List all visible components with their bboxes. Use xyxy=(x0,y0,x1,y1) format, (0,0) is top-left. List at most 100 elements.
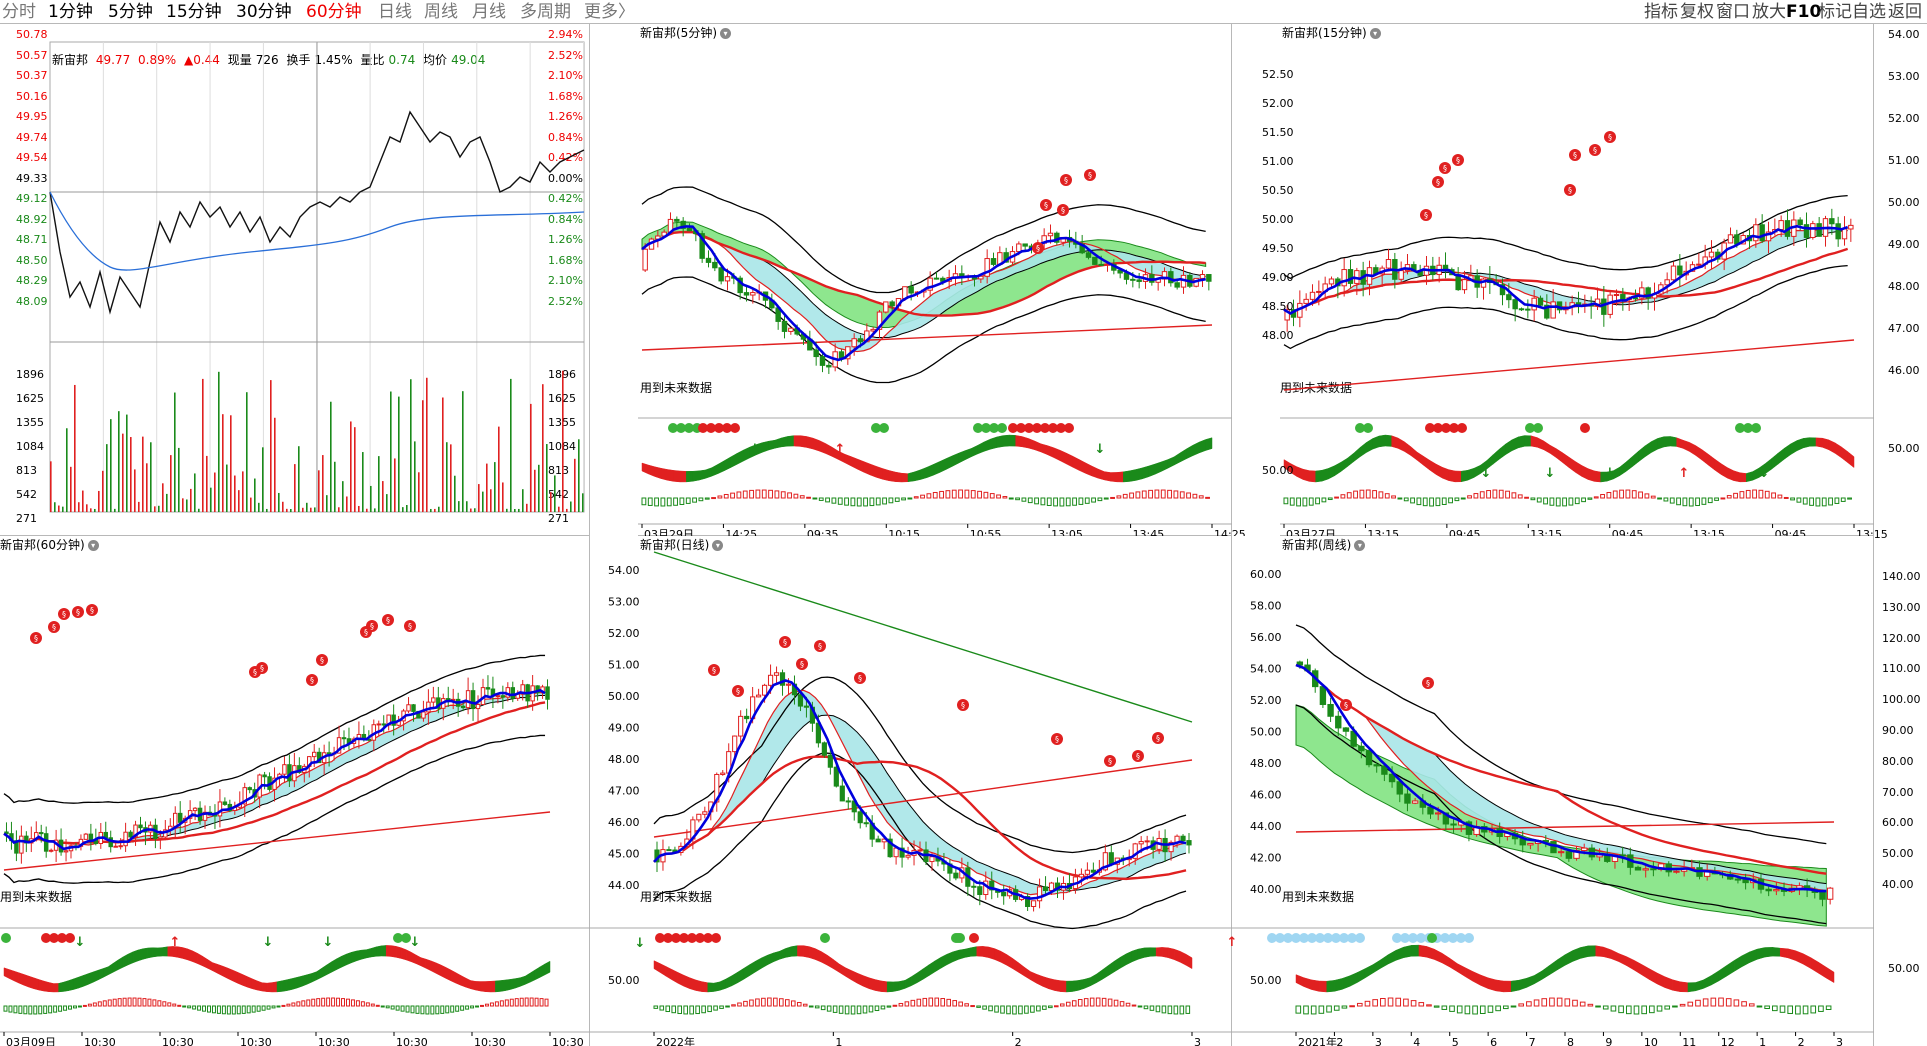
macd-ribbon xyxy=(212,962,218,974)
macd-bar xyxy=(1441,497,1447,505)
period-tab-fenshi[interactable]: 分时 xyxy=(2,2,36,22)
panel-60min-chart[interactable]: §§§ § §§ §§§§§§§↓ ↑ ↓ ↓ ↓03月09日 10:30 10:30 10:30 1… xyxy=(0,552,590,1046)
zoom-button[interactable]: 放大 xyxy=(1752,2,1786,22)
badge-dot-icon xyxy=(1355,933,1365,943)
panel-week[interactable]: 新宙邦(周线) ▾ 用到未来数据 § § ↑ 2021年 2 3 4 5 6 7 8 9 10 11 12 1 2… xyxy=(1227,536,1874,1046)
macd-bar xyxy=(940,998,946,1007)
macd-ribbon xyxy=(380,945,387,957)
macd-bar xyxy=(350,999,355,1007)
macd-ribbon xyxy=(281,979,288,992)
watchlist-button[interactable]: 自选 xyxy=(1852,2,1886,22)
macd-ribbon xyxy=(1464,967,1474,982)
f10-button[interactable]: F10 xyxy=(1786,2,1822,22)
volume-bar xyxy=(566,508,568,512)
chevron-down-icon[interactable]: ▾ xyxy=(1354,540,1366,551)
macd-ribbon xyxy=(1012,957,1019,973)
period-tab-60min[interactable]: 60分钟 xyxy=(306,2,362,22)
panel-15min-chart[interactable]: §§§§§§§§↓ ↓ ↓ ↑ ↓03月27日 13:15 09:45 13:15 09:45 1… xyxy=(1262,40,1888,541)
period-tab-day[interactable]: 日线 xyxy=(378,2,412,22)
period-tab-30min[interactable]: 30分钟 xyxy=(236,2,292,22)
macd-ribbon xyxy=(755,957,762,973)
chevron-down-icon[interactable]: ▾ xyxy=(87,540,99,551)
candle-body xyxy=(1765,231,1772,242)
badge-dot-icon xyxy=(951,933,961,943)
date-tick-label: 2022年 xyxy=(656,1035,695,1046)
macd-ribbon xyxy=(1364,964,1374,979)
volume-bar xyxy=(550,492,552,512)
panel-day[interactable]: 新宙邦(日线) ▾ 用到未来数据 § § § § § § § § § § § ↓ 2022年 1 2 3 54.0… xyxy=(590,536,1232,1046)
window-button[interactable]: 窗口 xyxy=(1716,2,1750,22)
period-tab-15min[interactable]: 15分钟 xyxy=(166,2,222,22)
macd-ribbon xyxy=(256,980,263,992)
candle-body xyxy=(1319,686,1327,705)
macd-ribbon xyxy=(862,975,870,990)
macd-bar xyxy=(1725,998,1732,1007)
macd-ribbon xyxy=(1066,452,1073,468)
macd-ribbon xyxy=(1518,977,1527,991)
period-tab-1min[interactable]: 1分钟 xyxy=(48,2,93,22)
panel-5min-chart[interactable]: §§§§§↓ ↑ ↓03月29日 14:25 09:35 10:15 10:55 13:05 1… xyxy=(638,40,1246,541)
macd-ribbon xyxy=(1395,946,1404,961)
macd-ribbon xyxy=(321,964,327,978)
candle-body xyxy=(1303,298,1309,304)
macd-bar xyxy=(1772,1005,1778,1012)
macd-ribbon xyxy=(1581,464,1589,480)
macd-bar xyxy=(1137,1005,1143,1008)
period-tab-more[interactable]: 更多〉 xyxy=(584,2,635,22)
macd-ribbon xyxy=(1372,959,1381,974)
signal-marker: § xyxy=(1084,169,1096,181)
panel-15min[interactable]: 新宙邦(15分钟) ▾ 用到未来数据 § § § § § § § § ↓ ↓ ↓ ↑ ↓ 03月27日 13:… xyxy=(1262,24,1888,541)
macd-ribbon xyxy=(1790,440,1798,456)
macd-ribbon xyxy=(28,975,35,990)
macd-ribbon xyxy=(1796,438,1804,452)
price-tick-label: 49.00 xyxy=(608,722,640,735)
adjust-button[interactable]: 复权 xyxy=(1680,2,1714,22)
macd-ribbon xyxy=(839,963,846,977)
macd-bar xyxy=(1042,1005,1047,1010)
candle-body xyxy=(1518,308,1525,311)
macd-bar xyxy=(1517,494,1523,499)
period-tab-5min[interactable]: 5分钟 xyxy=(108,2,153,22)
candle-body xyxy=(1778,220,1784,231)
macd-bar xyxy=(296,1001,301,1007)
candle-body xyxy=(1527,843,1534,846)
candle-body xyxy=(510,687,516,699)
indicator-button[interactable]: 指标 xyxy=(1644,2,1678,22)
macd-bar xyxy=(311,998,316,1007)
panel-5min[interactable]: 新宙邦(5分钟) ▾ 用到未来数据 § § § § § ↓ ↑ ↓ 03月29日 14:25 09:3… xyxy=(638,24,1246,541)
candle-body xyxy=(1696,263,1702,266)
period-tab-multi[interactable]: 多周期 xyxy=(520,2,571,22)
macd-ribbon xyxy=(958,450,966,464)
macd-ribbon xyxy=(63,980,69,992)
candle-body xyxy=(978,275,984,280)
candle-body xyxy=(381,723,386,726)
back-button[interactable]: 返回 xyxy=(1888,2,1922,22)
panel-day-chart[interactable]: §§§§§§§§§§§↓2022年 1 2 354.0053.0052.0051.00… xyxy=(590,551,1232,1046)
volume-bar xyxy=(418,472,420,512)
mark-button[interactable]: 标记 xyxy=(1818,2,1852,22)
macd-bar xyxy=(713,1005,718,1011)
candle-body xyxy=(953,872,959,879)
macd-bar xyxy=(749,489,754,499)
macd-ribbon xyxy=(1568,456,1576,473)
macd-bar xyxy=(48,1005,53,1014)
chevron-down-icon[interactable]: ▾ xyxy=(1369,28,1381,39)
signal-glyph: § xyxy=(408,622,412,631)
macd-bar xyxy=(1101,997,1107,1007)
macd-ribbon xyxy=(23,974,30,988)
period-tab-month[interactable]: 月线 xyxy=(472,2,506,22)
arrow-down-icon: ↓ xyxy=(635,936,646,951)
date-tick-label: 4 xyxy=(1413,1036,1420,1046)
chevron-down-icon[interactable]: ▾ xyxy=(712,540,724,551)
volume-bar xyxy=(554,475,556,512)
macd-bar xyxy=(1828,497,1833,506)
chevron-down-icon[interactable]: ▾ xyxy=(720,28,731,39)
intraday-chart[interactable] xyxy=(49,41,586,532)
panel-week-chart[interactable]: §§↑2021年 2 3 4 5 6 7 8 9 10 11 12 1 2 360.0058.0056.00… xyxy=(1227,552,1874,1046)
panel-60min[interactable]: 新宙邦(60分钟) ▾ 用到未来数据 § § § § § § § § § § § § § ↓ ↑ ↓ ↓ ↓ 03月0… xyxy=(0,536,590,1046)
candle-body xyxy=(857,811,863,824)
signal-dot-icon xyxy=(1439,162,1451,174)
candle-body xyxy=(19,835,24,854)
period-tab-week[interactable]: 周线 xyxy=(424,2,458,22)
